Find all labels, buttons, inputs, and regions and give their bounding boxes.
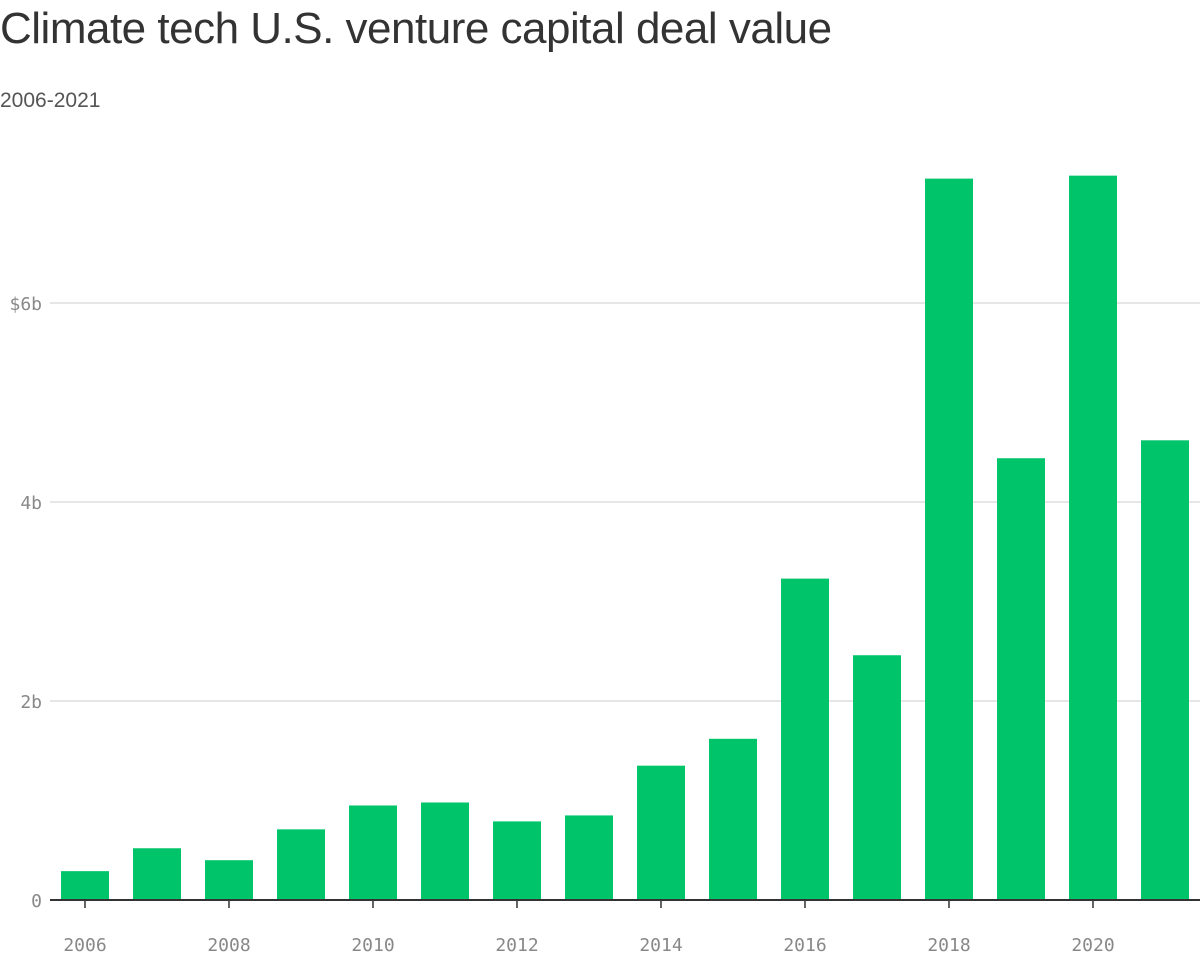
bar-2010 (349, 805, 397, 900)
bar-2018 (925, 178, 973, 900)
x-tick-label: 2018 (927, 935, 970, 956)
x-tick-label: 2010 (351, 935, 394, 956)
x-tick-label: 2012 (495, 935, 538, 956)
x-tick-label: 2016 (783, 935, 826, 956)
bar-2017 (853, 655, 901, 900)
bar-2016 (781, 578, 829, 900)
x-tick-label: 2014 (639, 935, 682, 956)
bar-2015 (709, 738, 757, 900)
bar-2007 (133, 848, 181, 900)
x-tick-label: 2020 (1071, 935, 1114, 956)
bars (61, 175, 1189, 900)
bar-2013 (565, 815, 613, 900)
y-tick-label: 4b (20, 493, 42, 514)
bar-2020 (1069, 175, 1117, 900)
bar-2019 (997, 458, 1045, 900)
chart-title: Climate tech U.S. venture capital deal v… (0, 4, 832, 53)
y-tick-label: $6b (9, 294, 42, 315)
bar-2012 (493, 821, 541, 900)
bar-2009 (277, 829, 325, 900)
x-tick-label: 2008 (207, 935, 250, 956)
chart-subtitle: 2006-2021 (0, 89, 101, 112)
bar-2008 (205, 860, 253, 900)
x-tick-label: 2006 (63, 935, 106, 956)
bar-2006 (61, 871, 109, 900)
bar-2014 (637, 765, 685, 900)
y-tick-label: 0 (31, 891, 42, 912)
bar-2011 (421, 802, 469, 900)
y-tick-label: 2b (20, 692, 42, 713)
bar-2021 (1141, 440, 1189, 900)
axes: 0 2b 4b $6b 2006 2008 2010 2012 2014 2016 2018 2020 (9, 294, 1200, 956)
